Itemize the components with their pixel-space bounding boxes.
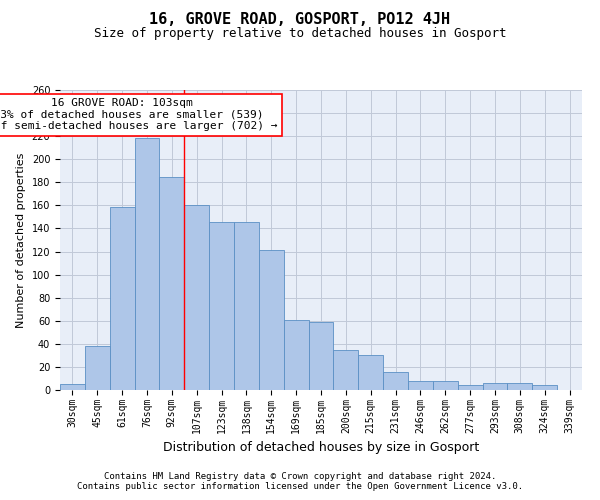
Bar — [209, 222, 234, 390]
Bar — [85, 346, 110, 390]
Text: Size of property relative to detached houses in Gosport: Size of property relative to detached ho… — [94, 28, 506, 40]
Bar — [184, 206, 209, 390]
Bar — [383, 372, 408, 390]
Bar — [532, 386, 557, 390]
Text: 16, GROVE ROAD, GOSPORT, PO12 4JH: 16, GROVE ROAD, GOSPORT, PO12 4JH — [149, 12, 451, 28]
Bar — [334, 350, 358, 390]
Text: Contains HM Land Registry data © Crown copyright and database right 2024.: Contains HM Land Registry data © Crown c… — [104, 472, 496, 481]
Bar — [458, 386, 482, 390]
Text: 16 GROVE ROAD: 103sqm
← 43% of detached houses are smaller (539)
56% of semi-det: 16 GROVE ROAD: 103sqm ← 43% of detached … — [0, 98, 277, 132]
Bar — [284, 320, 308, 390]
Bar — [308, 322, 334, 390]
Bar — [482, 383, 508, 390]
X-axis label: Distribution of detached houses by size in Gosport: Distribution of detached houses by size … — [163, 441, 479, 454]
Bar — [408, 381, 433, 390]
Bar — [433, 381, 458, 390]
Y-axis label: Number of detached properties: Number of detached properties — [16, 152, 26, 328]
Bar — [160, 176, 184, 390]
Bar — [134, 138, 160, 390]
Bar — [110, 206, 134, 390]
Bar — [259, 250, 284, 390]
Bar — [508, 383, 532, 390]
Bar — [60, 384, 85, 390]
Bar — [234, 222, 259, 390]
Bar — [358, 356, 383, 390]
Text: Contains public sector information licensed under the Open Government Licence v3: Contains public sector information licen… — [77, 482, 523, 491]
